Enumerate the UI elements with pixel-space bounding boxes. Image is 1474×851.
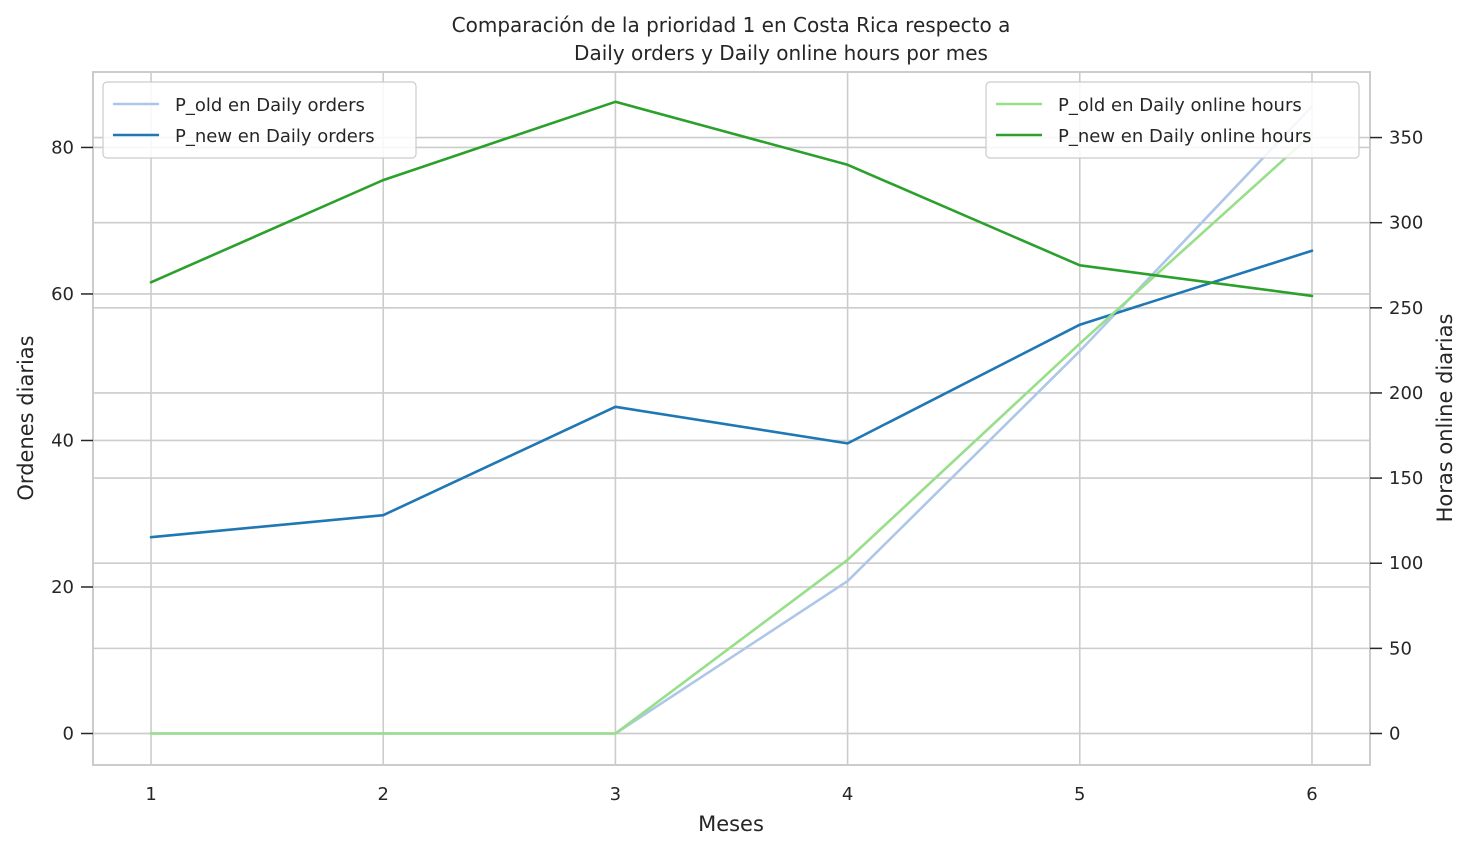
legend-label: P_new en Daily orders [175,126,375,147]
series-line-3 [149,132,1314,735]
series-line-1 [149,105,1314,735]
chart-title-line-2: Daily orders y Daily online hours por me… [574,41,988,65]
chart-title-line-1: Comparación de la prioridad 1 en Costa R… [452,13,1011,37]
legend-label: P_old en Daily online hours [1058,95,1302,116]
x-tick-label: 1 [145,784,156,805]
y-right-tick-label: 250 [1389,298,1423,319]
x-tick-label: 3 [610,784,621,805]
legend-box [102,81,417,159]
y-left-tick-label: 60 [51,284,74,305]
plot-frame [92,71,1371,766]
series-line-2 [149,249,1314,539]
y-right-tick-label: 0 [1389,724,1400,745]
x-tick-label: 6 [1306,784,1317,805]
x-axis-label: Meses [698,812,764,836]
series-layer [149,100,1314,735]
legend-left: P_old en Daily orders P_new en Daily orde… [102,81,417,159]
x-tick-label: 5 [1074,784,1085,805]
y-right-tick-label: 350 [1389,128,1423,149]
x-tick-label: 2 [378,784,389,805]
series-line-4 [149,100,1314,298]
y-left-tick-label: 20 [51,577,74,598]
x-tick-label: 4 [842,784,853,805]
legend-right: P_old en Daily online hours P_new en Dail… [985,81,1360,159]
y-left-tick-label: 80 [51,137,74,158]
y-right-tick-label: 150 [1389,468,1423,489]
y-right-tick-label: 50 [1389,638,1412,659]
y-left-tick-label: 0 [63,724,74,745]
y-right-tick-label: 200 [1389,383,1423,404]
y-axis-label-left: Ordenes diarias [14,335,38,500]
y-right-tick-label: 100 [1389,553,1423,574]
grid-layer [93,72,1370,765]
legend-box [985,81,1360,159]
legend-label: P_new en Daily online hours [1058,126,1312,147]
y-left-tick-label: 40 [51,430,74,451]
legend-label: P_old en Daily orders [175,95,365,116]
y-axis-label-right: Horas online diarias [1433,314,1457,523]
y-right-tick-label: 300 [1389,213,1423,234]
